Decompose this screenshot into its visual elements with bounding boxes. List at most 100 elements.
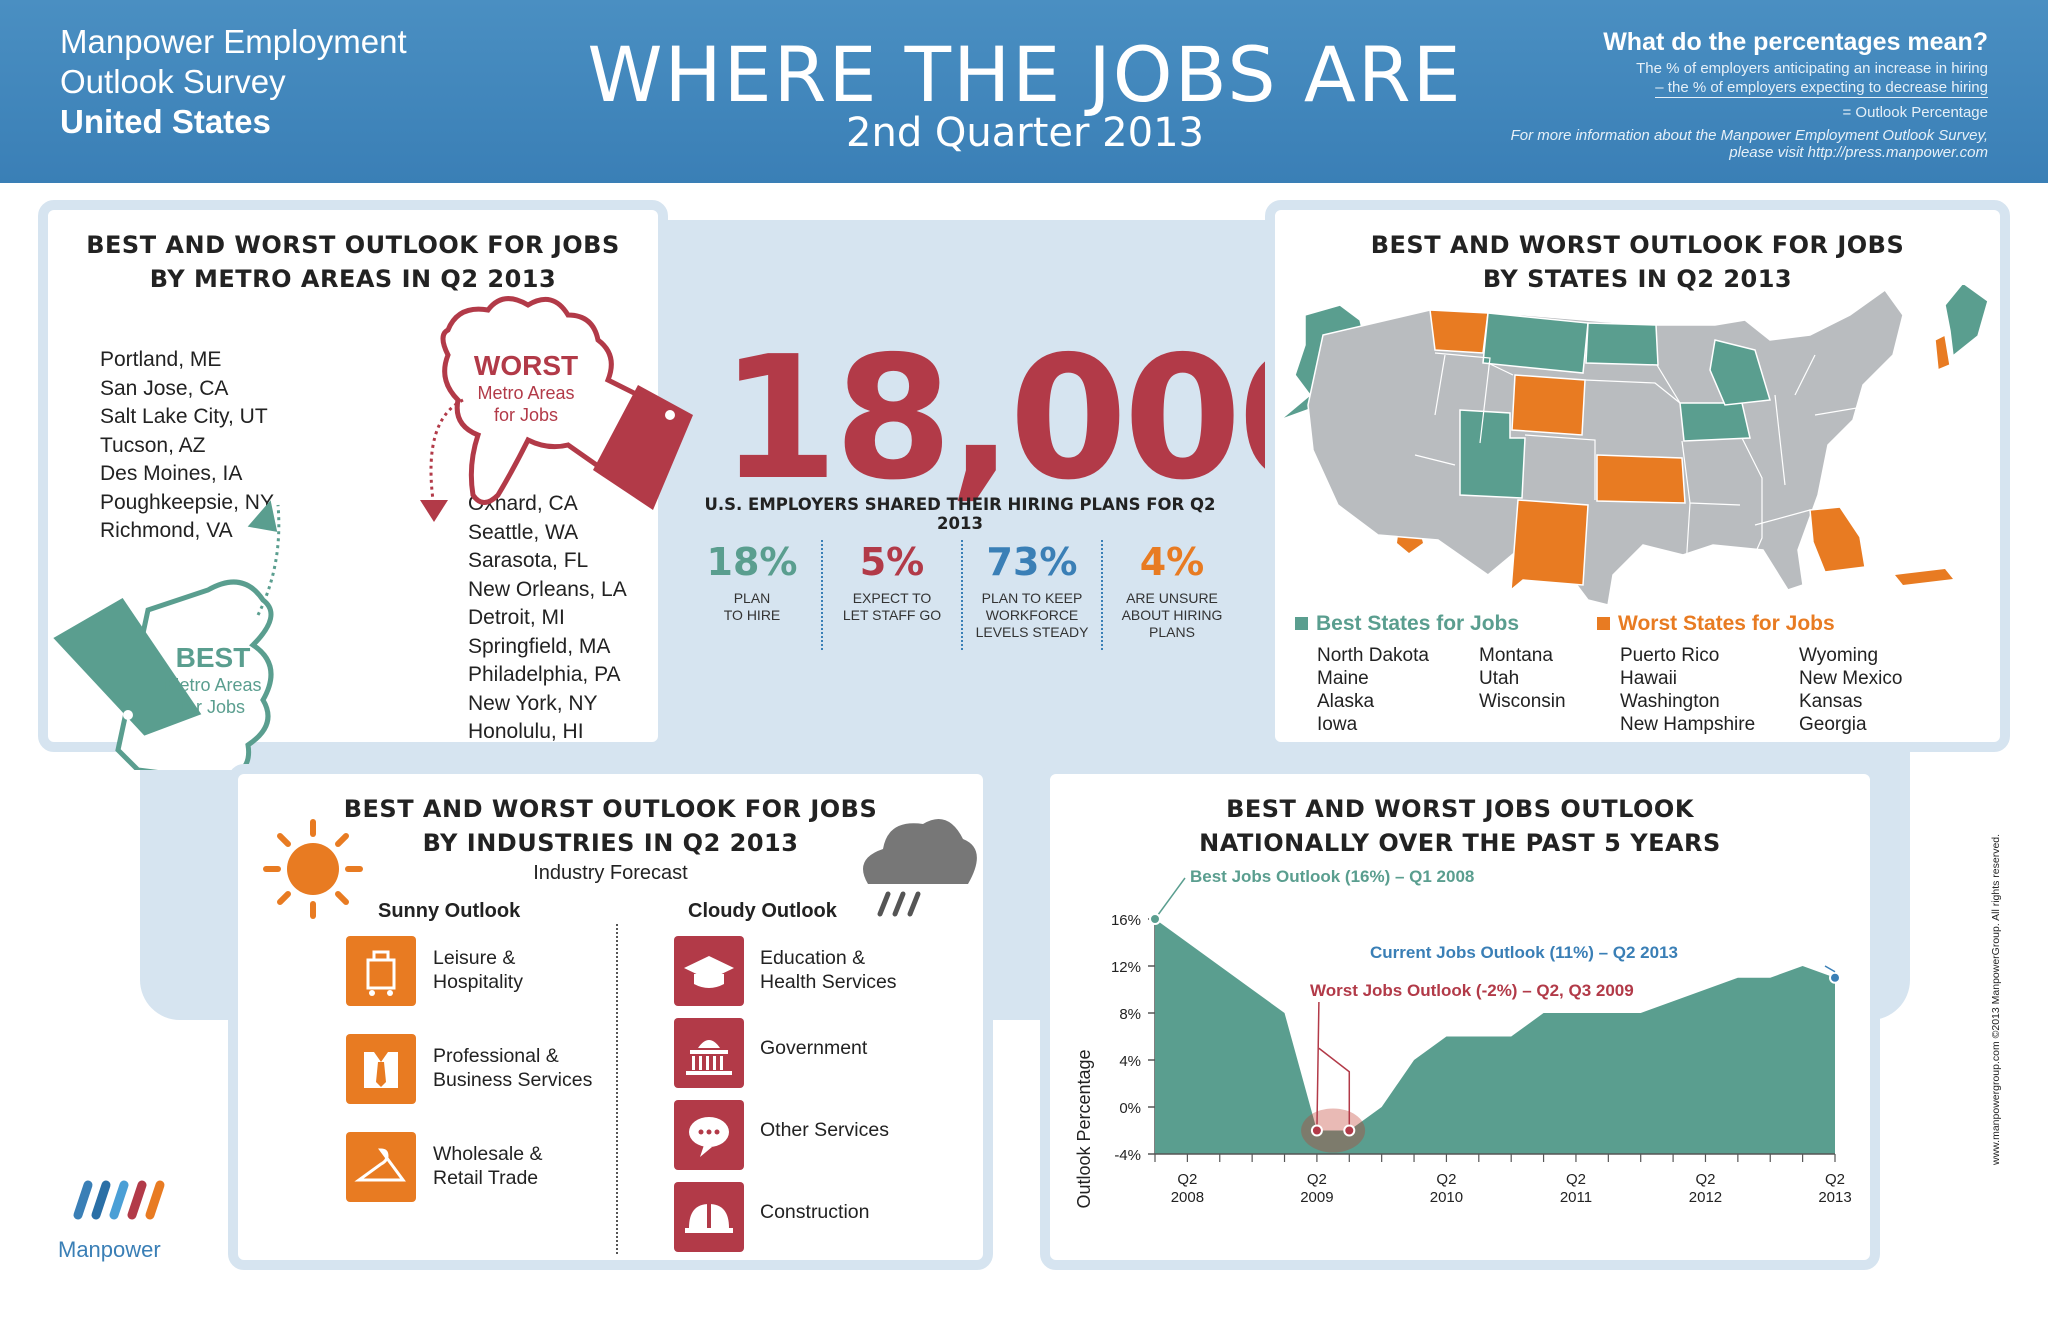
states-title: BEST AND WORST OUTLOOK FOR JOBS BY STATE… <box>1275 228 2000 296</box>
shirt-tie-icon <box>346 1034 416 1104</box>
state-georgia <box>1809 506 1866 573</box>
list-item: Salt Lake City, UT <box>100 405 268 428</box>
employers-caption: U.S. EMPLOYERS SHARED THEIR HIRING PLANS… <box>704 495 1216 533</box>
industry-label: Wholesale & Retail Trade <box>433 1142 542 1190</box>
list-item: Utah <box>1479 668 1520 689</box>
industry-label-line: Leisure & <box>433 947 516 969</box>
stat-label-line: LET STAFF GO <box>842 607 942 623</box>
y-tick-label: 4% <box>1119 1053 1141 1070</box>
y-tick-label: 12% <box>1111 959 1141 976</box>
list-item: New Orleans, LA <box>468 577 627 601</box>
stat-label-line: ABOUT HIRING <box>1121 607 1223 623</box>
stat-label: PLAN TO HIRE <box>683 590 821 624</box>
best-states-label: Best States for Jobs <box>1316 612 1520 635</box>
stat-pct: 18% <box>706 540 798 584</box>
survey-name: Manpower Employment Outlook Survey Unite… <box>60 22 407 142</box>
stat-label-line: EXPECT TO <box>852 590 932 606</box>
cloudy-outlook-heading: Cloudy Outlook <box>688 900 837 922</box>
x-tick-label: 2013 <box>1818 1189 1851 1206</box>
national-panel: BEST AND WORST JOBS OUTLOOK NATIONALLY O… <box>1040 764 1880 1270</box>
luggage-icon <box>346 936 416 1006</box>
worst-point <box>1343 1124 1356 1137</box>
industry-label: Construction <box>760 1201 870 1223</box>
best-states-col2: Montana Utah Wisconsin <box>1479 644 1566 713</box>
worst-states-heading: Worst States for Jobs <box>1597 612 1835 636</box>
worst-states-label: Worst States for Jobs <box>1618 612 1835 635</box>
x-tick-label: Q2 <box>1177 1171 1197 1188</box>
sunny-outlook-heading: Sunny Outlook <box>378 900 521 922</box>
worst-badge-title: WORST <box>473 350 579 381</box>
stat-keep-steady: 73% PLAN TO KEEP WORKFORCE LEVELS STEADY <box>963 540 1101 641</box>
state-maine <box>1944 285 1989 358</box>
pct-explainer-line2: – the % of employers expecting to decrea… <box>1655 79 1988 98</box>
x-tick-label: 2010 <box>1430 1189 1463 1206</box>
industries-title-line2: BY INDUSTRIES IN Q2 2013 <box>422 829 799 857</box>
list-item: Kansas <box>1799 691 1863 712</box>
state-wyoming <box>1511 374 1586 436</box>
industry-label-line: Hospitality <box>433 971 523 993</box>
best-badge-line2: for Jobs <box>180 697 246 717</box>
best-leader-line <box>1154 877 1186 920</box>
industry-label-line: Business Services <box>433 1069 593 1091</box>
y-tick-label: -4% <box>1114 1147 1141 1164</box>
industry-label-line: Professional & <box>433 1045 559 1067</box>
stat-label: EXPECT TO LET STAFF GO <box>823 590 961 624</box>
survey-line1: Manpower Employment <box>60 23 407 60</box>
list-item: Iowa <box>1317 714 1358 735</box>
best-legend-swatch <box>1295 617 1308 630</box>
employers-count: 18,000 <box>720 320 1356 518</box>
info-line1: For more information about the Manpower … <box>1510 127 1988 144</box>
stat-label-line: WORKFORCE <box>985 607 1079 623</box>
stat-pct: 73% <box>986 540 1078 584</box>
list-item: Montana <box>1479 645 1553 666</box>
y-tick-label: 0% <box>1119 1100 1141 1117</box>
list-item: Seattle, WA <box>468 520 579 544</box>
industry-forecast-label: Industry Forecast <box>533 862 688 884</box>
outlook-area <box>1155 919 1835 1154</box>
capitol-icon <box>674 1018 744 1088</box>
list-item: Des Moines, IA <box>100 462 243 485</box>
industry-label-line: Wholesale & <box>433 1143 543 1165</box>
country-label: United States <box>60 103 271 140</box>
us-states-map <box>1279 285 1989 606</box>
list-item: New Hampshire <box>1620 714 1756 735</box>
national-title-line2: NATIONALLY OVER THE PAST 5 YEARS <box>1199 829 1721 857</box>
state-north-dakota <box>1585 322 1659 366</box>
x-tick-label: Q2 <box>1566 1171 1586 1188</box>
stat-label-line: ARE UNSURE <box>1126 590 1218 606</box>
industries-panel: BEST AND WORST OUTLOOK FOR JOBS BY INDUS… <box>228 764 993 1270</box>
y-tick-label: 8% <box>1119 1006 1141 1023</box>
industry-label-line: Retail Trade <box>433 1167 539 1189</box>
list-item: Maine <box>1317 668 1369 689</box>
worst-badge: WORST Metro Areas for Jobs <box>446 350 606 426</box>
column-divider <box>616 924 618 1254</box>
current-outlook-note: Current Jobs Outlook (11%) – Q2 2013 <box>1370 943 1678 962</box>
page-title: WHERE THE JOBS ARE <box>587 30 1463 119</box>
stats-row: 18% PLAN TO HIRE 5% EXPECT TO LET STAFF GO… <box>683 540 1241 650</box>
state-new-hampshire <box>1934 333 1951 372</box>
list-item: Portland, ME <box>100 348 222 371</box>
industry-label: Government <box>760 1037 868 1059</box>
outlook-area-chart: Outlook Percentage 16%12%8%4%0%-4% Q2200… <box>1074 867 1852 1209</box>
state-iowa <box>1679 402 1751 442</box>
stat-label-line: LEVELS STEADY <box>975 624 1089 640</box>
info-line2: please visit http://press.manpower.com <box>1729 144 1988 161</box>
state-puerto-rico <box>1895 569 1953 585</box>
best-states-col1: North Dakota Maine Alaska Iowa <box>1317 644 1429 736</box>
worst-badge-line2: for Jobs <box>493 405 559 425</box>
survey-line2: Outlook Survey <box>60 63 286 100</box>
state-borders <box>1414 352 1906 584</box>
worst-badge-line1: Metro Areas <box>477 383 575 403</box>
list-item: San Jose, CA <box>100 376 229 400</box>
worst-glow <box>1301 1108 1366 1153</box>
graduation-cap-icon <box>674 936 744 1006</box>
list-item: Wisconsin <box>1479 691 1566 712</box>
states-title-line1: BEST AND WORST OUTLOOK FOR JOBS <box>1370 231 1905 259</box>
x-tick-label: 2009 <box>1300 1189 1333 1206</box>
stat-label-line: PLAN TO KEEP <box>981 590 1083 606</box>
best-badge-title: BEST <box>175 642 251 673</box>
metro-title-line1: BEST AND WORST OUTLOOK FOR JOBS <box>86 231 620 259</box>
metro-title-line2: BY METRO AREAS IN Q2 2013 <box>149 265 557 293</box>
copyright: www.manpowergroup.com ©2013 ManpowerGrou… <box>1990 833 2002 1165</box>
